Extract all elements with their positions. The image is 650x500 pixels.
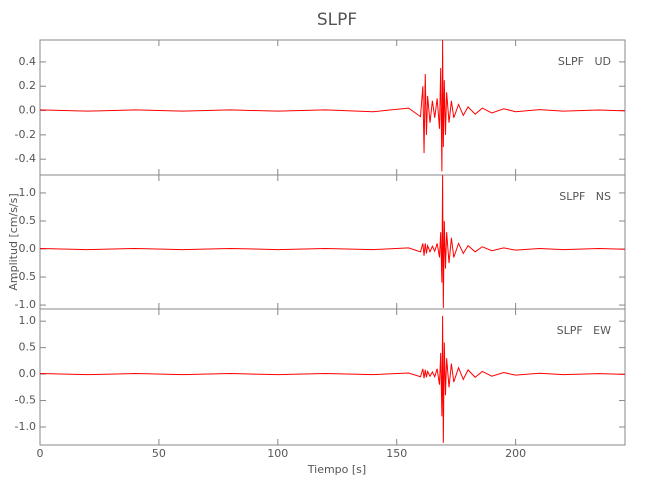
y-tick-label: 0.5	[19, 214, 37, 227]
chart-title: SLPF	[317, 10, 357, 30]
y-tick-label: 1.0	[19, 186, 37, 199]
y-tick-label: -1.0	[15, 420, 36, 433]
panel-label: SLPF UD	[558, 55, 611, 68]
y-tick-label: -0.5	[15, 394, 36, 407]
y-tick-label: 0.0	[19, 104, 37, 117]
y-tick-label: 0.5	[19, 341, 37, 354]
y-tick-label: 0.4	[19, 55, 37, 68]
x-tick-label: 0	[37, 447, 44, 460]
waveform	[39, 39, 626, 172]
x-tick-label: 100	[267, 447, 288, 460]
waveform	[39, 174, 626, 308]
x-tick-label: 50	[152, 447, 166, 460]
y-tick-label: -1.0	[15, 298, 36, 311]
x-tick-label: 150	[386, 447, 407, 460]
waveform	[39, 315, 626, 443]
y-tick-label: -0.5	[15, 270, 36, 283]
panel-label: SLPF NS	[559, 190, 611, 203]
panel-label: SLPF EW	[557, 324, 612, 337]
x-tick-label: 200	[505, 447, 526, 460]
y-tick-label: -0.2	[15, 128, 36, 141]
y-tick-label: 0.0	[19, 242, 37, 255]
y-axis-label: Amplitud [cm/s/s]	[7, 193, 20, 290]
y-tick-label: 1.0	[19, 314, 37, 327]
y-tick-label: 0.0	[19, 367, 37, 380]
y-tick-label: 0.2	[19, 79, 37, 92]
x-axis-label: Tiempo [s]	[307, 463, 366, 476]
y-tick-label: -0.4	[15, 152, 36, 165]
panel-frame	[39, 308, 626, 446]
